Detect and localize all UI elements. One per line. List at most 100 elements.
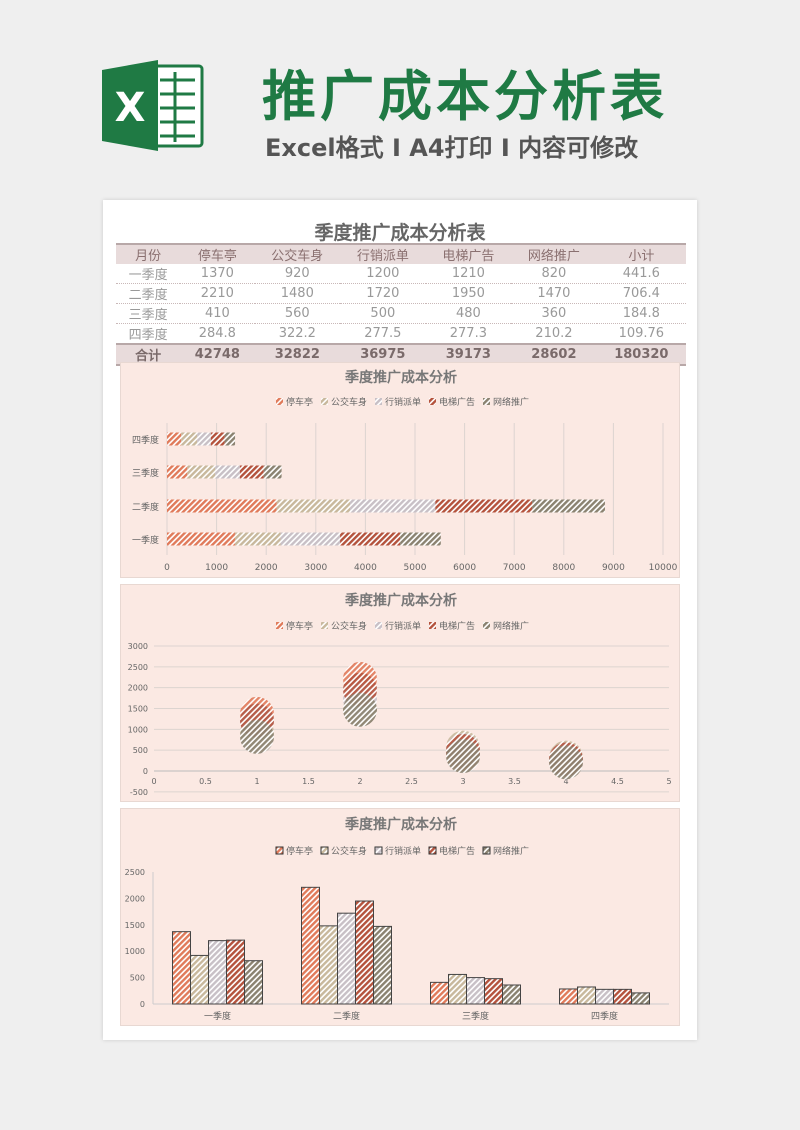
x-tick-label: 0.5: [199, 777, 212, 786]
x-tick-label: 5: [666, 777, 671, 786]
column-bar: [226, 939, 245, 1005]
x-tick-label: 2000: [255, 563, 278, 573]
bar-segment: [187, 465, 216, 479]
x-tick-label: 二季度: [333, 1010, 360, 1022]
column-bar: [430, 981, 449, 1005]
x-tick-label: 10000: [649, 563, 678, 573]
chart-title: 季度推广成本分析: [344, 816, 457, 833]
cell: 二季度: [116, 283, 181, 304]
bubble: [240, 719, 274, 754]
legend-label: 停车亭: [286, 396, 313, 408]
cell: 42748: [180, 343, 255, 366]
bar-segment: [167, 499, 277, 513]
cell: 560: [254, 303, 341, 324]
cell: 36975: [340, 343, 426, 366]
legend-item: 行销派单: [374, 845, 421, 857]
x-tick-label: 5000: [404, 563, 427, 573]
page-subtitle: Excel格式 I A4打印 I 内容可修改: [265, 134, 639, 162]
y-tick-label: 0: [143, 767, 148, 776]
x-tick-label: 4000: [354, 563, 377, 573]
x-tick-label: 0: [151, 777, 156, 786]
column-bar: [337, 912, 356, 1005]
legend-swatch: [276, 622, 283, 629]
bar-segment: [276, 499, 351, 513]
cell: 1480: [254, 283, 341, 304]
cell: 322.2: [254, 323, 341, 345]
x-tick-label: 3000: [304, 563, 327, 573]
bar-segment: [350, 499, 436, 513]
column-bar: [172, 931, 191, 1005]
legend-swatch: [483, 622, 490, 629]
column-bar: [502, 984, 521, 1005]
excel-logo: X: [100, 58, 205, 153]
bar-segment: [280, 532, 341, 546]
y-tick-label: 0: [140, 1000, 145, 1009]
x-tick-label: 0: [164, 563, 170, 573]
y-tick-label: 2000: [125, 894, 145, 903]
cell: 820: [511, 264, 597, 284]
legend-swatch: [428, 846, 437, 855]
y-tick-label: 四季度: [132, 434, 159, 446]
column-chart: 季度推广成本分析 停车亭 公交车身 行销派单 电梯广告 网络推广 0 500 1000 1500 2…: [120, 808, 680, 1026]
col-header: 电梯广告: [425, 243, 512, 264]
cell: 32822: [254, 343, 341, 366]
column-bar: [631, 992, 650, 1005]
legend-item: 公交车身: [321, 396, 367, 408]
x-tick-label: 2: [357, 777, 362, 786]
legend-swatch: [321, 622, 328, 629]
cell: 2210: [180, 283, 255, 304]
bar-segment: [239, 465, 264, 479]
legend-swatch: [321, 398, 328, 405]
legend-label: 公交车身: [331, 396, 367, 408]
cell: 500: [340, 303, 426, 324]
cell: 480: [425, 303, 512, 324]
sheet-card: 季度推广成本分析表 月份 停车亭 公交车身 行销派单 电梯广告 网络推广 小计 …: [103, 200, 697, 1040]
column-bar: [355, 900, 374, 1005]
bar-segment: [435, 499, 533, 513]
y-tick-label: 1000: [128, 725, 148, 734]
cell: 706.4: [596, 283, 686, 304]
legend-label: 行销派单: [385, 620, 421, 632]
cell: 1470: [511, 283, 597, 304]
legend-item: 行销派单: [375, 620, 421, 632]
cell: 284.8: [180, 323, 255, 345]
cell: 109.76: [596, 323, 686, 345]
legend-swatch: [429, 398, 436, 405]
chart-title: 季度推广成本分析: [344, 592, 457, 609]
bar-segment: [210, 432, 225, 446]
column-bar: [595, 988, 614, 1005]
legend-swatch: [482, 846, 491, 855]
bar-segment: [532, 499, 605, 513]
table-total-row: 合计 42748 32822 36975 39173 28602 180320: [116, 343, 686, 366]
bar-segment: [197, 432, 211, 446]
cell: 277.3: [425, 323, 512, 345]
column-bar: [319, 925, 338, 1005]
y-tick-label: 2500: [125, 868, 145, 877]
x-tick-label: 7000: [503, 563, 526, 573]
table-row: 一季度 1370 920 1200 1210 820 441.6: [116, 264, 686, 284]
x-tick-label: 三季度: [462, 1010, 489, 1022]
legend-label: 行销派单: [385, 845, 421, 857]
legend-label: 停车亭: [286, 620, 313, 632]
x-tick-label: 3: [460, 777, 465, 786]
bar-segment: [215, 465, 240, 479]
cell: 三季度: [116, 303, 181, 324]
legend-label: 电梯广告: [439, 620, 475, 632]
legend-swatch: [375, 398, 382, 405]
column-bar: [301, 886, 320, 1005]
table-row: 四季度 284.8 322.2 277.5 277.3 210.2 109.76: [116, 323, 686, 345]
y-tick-label: 1500: [125, 921, 145, 930]
x-tick-label: 1: [254, 777, 259, 786]
bar-segment: [340, 532, 401, 546]
x-tick-label: 4.5: [611, 777, 624, 786]
cell: 210.2: [511, 323, 597, 345]
legend-label: 电梯广告: [439, 396, 475, 408]
x-tick-label: 一季度: [204, 1010, 231, 1022]
stacked-bar-chart: 季度推广成本分析 停车亭 公交车身 行销派单 电梯广告 网络推广 0 1000 2000 3000…: [120, 362, 680, 578]
table-title: 季度推广成本分析表: [314, 222, 486, 244]
bar-segment: [400, 532, 441, 546]
bubble: [446, 739, 480, 773]
legend-item: 电梯广告: [428, 845, 475, 857]
column-bar: [577, 986, 596, 1005]
x-tick-label: 2.5: [405, 777, 418, 786]
